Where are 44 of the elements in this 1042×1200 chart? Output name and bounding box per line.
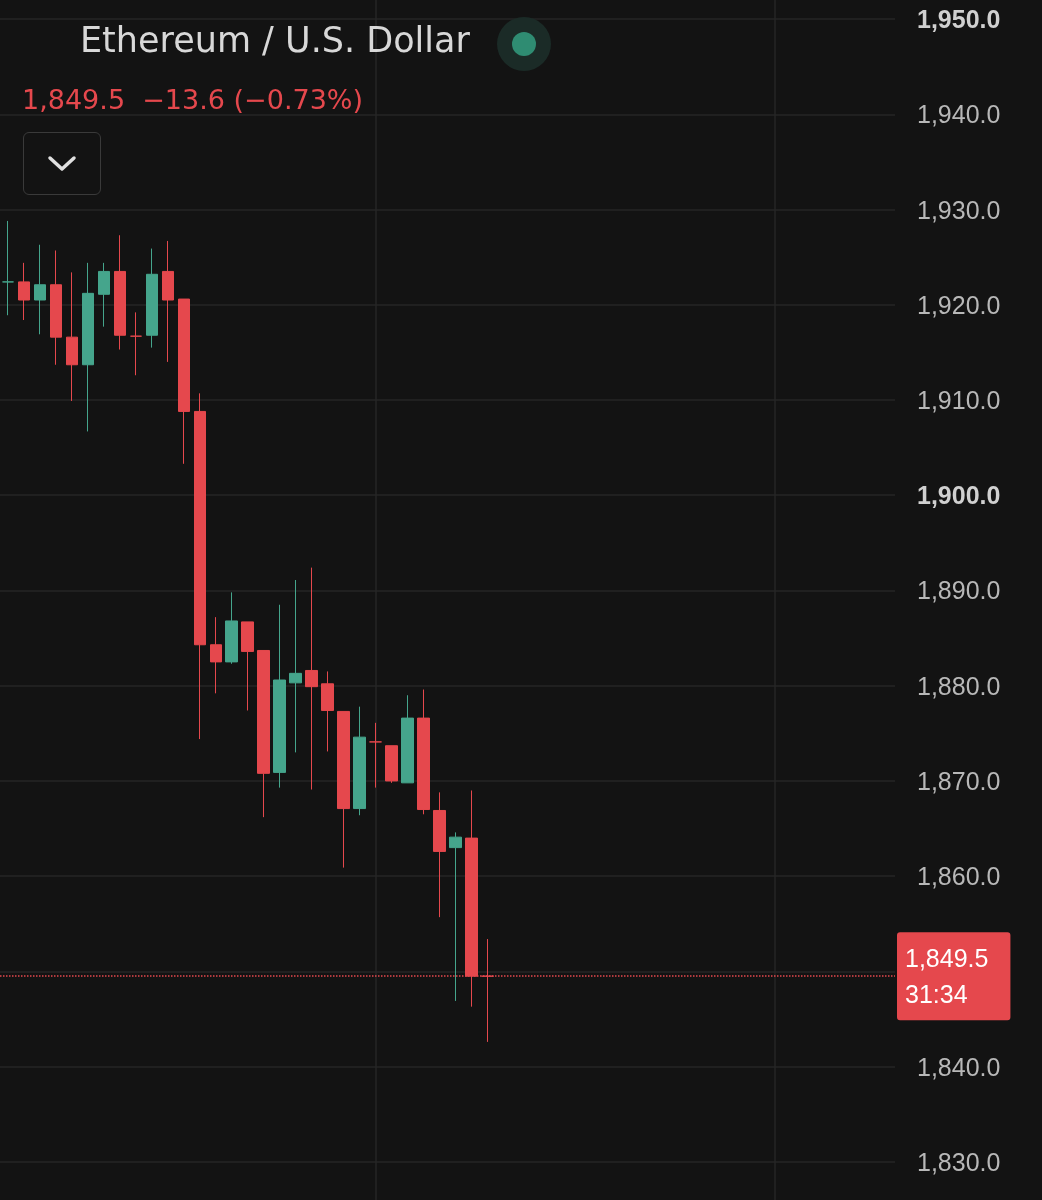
candlestick xyxy=(146,248,158,349)
y-tick-label: 1,950.0 xyxy=(917,5,1001,34)
candlestick xyxy=(98,262,110,328)
candlestick xyxy=(130,311,142,376)
y-tick-label: 1,940.0 xyxy=(917,100,1001,129)
candlestick xyxy=(2,220,14,316)
candlestick xyxy=(273,604,286,789)
candlestick xyxy=(433,791,446,918)
candlestick xyxy=(305,567,318,791)
y-tick-label: 1,900.0 xyxy=(917,481,1001,510)
candlestick xyxy=(337,710,350,869)
y-tick-label: 1,830.0 xyxy=(917,1147,1001,1176)
candlestick xyxy=(114,234,126,351)
candlestick xyxy=(353,706,366,816)
candlestick xyxy=(369,722,382,789)
candlestick xyxy=(257,649,270,818)
y-tick-label: 1,870.0 xyxy=(917,766,1001,795)
candlestick xyxy=(66,271,78,402)
candlestick xyxy=(50,249,62,366)
candlestick xyxy=(449,831,462,1002)
y-tick-label: 1,860.0 xyxy=(917,862,1001,891)
candlestick xyxy=(321,670,334,752)
candlestick xyxy=(194,392,206,740)
y-tick-label: 1,910.0 xyxy=(917,386,1001,414)
candlestick xyxy=(241,621,254,711)
candlestick xyxy=(225,591,238,665)
candlestick xyxy=(162,240,174,363)
candlestick xyxy=(385,745,398,784)
candlestick xyxy=(401,694,414,784)
text: Ethereum / U.S. Dollar xyxy=(80,20,470,60)
y-tick-label: 1,840.0 xyxy=(917,1052,1001,1081)
candlestick xyxy=(417,689,430,815)
candlestick xyxy=(210,616,222,694)
y-tick-label: 1,920.0 xyxy=(917,290,1001,319)
candlestick xyxy=(82,262,94,432)
candlestick xyxy=(34,244,46,335)
candlestick xyxy=(178,298,190,465)
text: 1,849.5 −13.6 (−0.73%) xyxy=(22,84,364,115)
y-tick-label: 1,890.0 xyxy=(917,576,1001,605)
ref-line-label: 1,849.5 31:34 xyxy=(905,944,989,1009)
y-tick-label: 1,880.0 xyxy=(917,671,1001,700)
y-tick-label: 1,930.0 xyxy=(917,195,1001,224)
candlestick xyxy=(289,579,302,753)
candlestick xyxy=(18,262,30,321)
